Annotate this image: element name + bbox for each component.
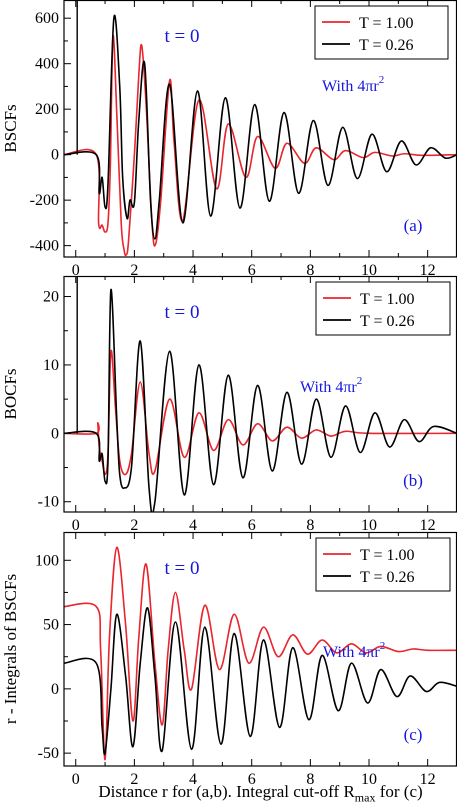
x-tick-label: 2 bbox=[130, 262, 138, 279]
x-tick-label: 4 bbox=[189, 517, 197, 534]
y-tick-label: 50 bbox=[43, 617, 59, 634]
annotation-superscript: 2 bbox=[357, 375, 363, 387]
y-tick-label: 0 bbox=[51, 147, 59, 164]
y-tick-label: -10 bbox=[38, 494, 59, 511]
x-tick-label: 12 bbox=[420, 771, 436, 788]
y-tick-label: 100 bbox=[35, 552, 59, 569]
x-tick-label: 0 bbox=[72, 517, 80, 534]
y-tick-label: 600 bbox=[35, 10, 59, 27]
x-tick-label: 6 bbox=[248, 262, 256, 279]
annotation-4pir2: With 4πr2 bbox=[322, 74, 384, 95]
y-tick-label: 400 bbox=[35, 56, 59, 73]
legend: T = 1.00 T = 0.26 bbox=[315, 537, 451, 592]
x-tick-label: 6 bbox=[248, 771, 256, 788]
y-tick-label: -400 bbox=[30, 238, 59, 255]
x-tick-label: 4 bbox=[189, 771, 197, 788]
annotation-4pir2: With 4πr2 bbox=[323, 640, 385, 661]
legend-label: T = 0.26 bbox=[360, 313, 415, 330]
panel-label: (c) bbox=[404, 725, 423, 744]
legend-label: T = 1.00 bbox=[360, 291, 415, 308]
series-line-t026 bbox=[64, 288, 457, 512]
legend-box bbox=[314, 5, 449, 60]
panel-title: t = 0 bbox=[165, 26, 200, 47]
panel-title: t = 0 bbox=[165, 302, 200, 323]
x-tick-label: 12 bbox=[420, 517, 436, 534]
y-tick-label: 0 bbox=[51, 681, 59, 698]
series-group bbox=[64, 276, 457, 512]
x-axis-label: Distance r for (a,b). Integral cut-off R… bbox=[98, 782, 423, 805]
series-group bbox=[64, 546, 457, 761]
x-tick-label: 10 bbox=[361, 262, 377, 279]
panel-b: 0 2 4 6 8 10 12 -10 0 10 20 BOCFs t = 0 With 4πr2 (b) T… bbox=[1, 275, 457, 534]
y-tick-label: 200 bbox=[35, 101, 59, 118]
series-line-t100 bbox=[64, 349, 457, 476]
annotation-superscript: 2 bbox=[379, 74, 385, 86]
legend: T = 1.00 T = 0.26 bbox=[314, 5, 449, 60]
x-tick-label: 10 bbox=[361, 771, 377, 788]
x-tick-label: 10 bbox=[361, 517, 377, 534]
y-axis-label: r - Integrals of BSCFs bbox=[1, 574, 20, 724]
series-line-t100 bbox=[64, 546, 457, 761]
panel-a: 0 2 4 6 8 10 12 -400 -200 0 200 400 600 BSCFs t = 0 Wit… bbox=[1, 0, 457, 279]
panel-c: 0 2 4 6 8 10 12 -50 0 50 100 r - Integrals of BSCFs… bbox=[1, 531, 457, 788]
x-tick-label: 2 bbox=[130, 771, 138, 788]
x-tick-label: 6 bbox=[248, 517, 256, 534]
legend-label: T = 0.26 bbox=[360, 569, 415, 586]
legend-label: T = 1.00 bbox=[359, 15, 414, 32]
x-tick-label: 0 bbox=[72, 771, 80, 788]
legend: T = 1.00 T = 0.26 bbox=[315, 281, 451, 336]
y-tick-label: -50 bbox=[38, 745, 59, 762]
x-tick-label: 4 bbox=[189, 262, 197, 279]
panel-label: (a) bbox=[404, 216, 423, 235]
y-tick-label: 0 bbox=[51, 425, 59, 442]
x-tick-label: 12 bbox=[420, 262, 436, 279]
legend-label: T = 0.26 bbox=[359, 37, 414, 54]
y-tick-label: 10 bbox=[43, 357, 59, 374]
series-line-t026 bbox=[64, 607, 457, 756]
x-tick-label: 8 bbox=[306, 517, 314, 534]
legend-box bbox=[315, 537, 451, 592]
annotation-4pir2: With 4πr2 bbox=[300, 375, 362, 396]
x-tick-label: 0 bbox=[72, 262, 80, 279]
series-line-t026 bbox=[64, 14, 457, 240]
series-group bbox=[64, 0, 457, 257]
annotation-superscript: 2 bbox=[380, 640, 386, 652]
y-tick-label: 20 bbox=[43, 289, 59, 306]
y-axis-label: BSCFs bbox=[1, 104, 20, 152]
x-tick-label: 8 bbox=[306, 771, 314, 788]
y-tick-label: -200 bbox=[30, 192, 59, 209]
x-tick-label: 8 bbox=[306, 262, 314, 279]
legend-box bbox=[315, 281, 451, 336]
x-tick-label: 2 bbox=[130, 517, 138, 534]
panel-label: (b) bbox=[403, 471, 423, 490]
panel-title: t = 0 bbox=[165, 558, 200, 579]
y-axis-label: BOCFs bbox=[1, 368, 20, 419]
legend-label: T = 1.00 bbox=[360, 547, 415, 564]
